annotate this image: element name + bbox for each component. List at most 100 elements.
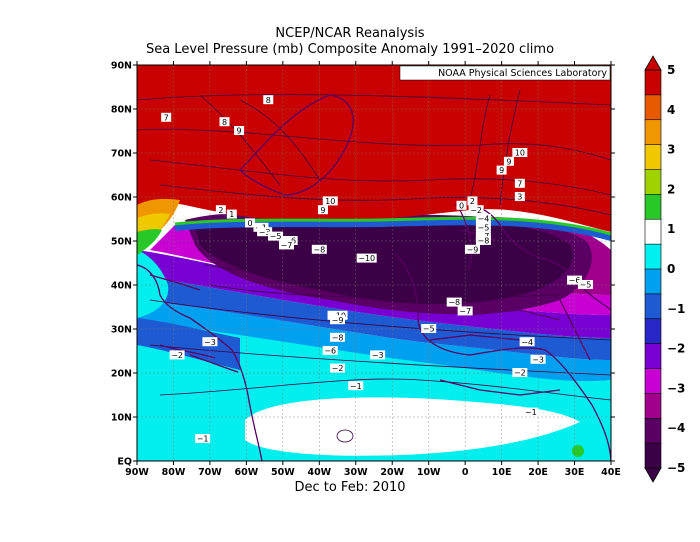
- lat-tick-label: 20N: [111, 369, 132, 380]
- colorbar-swatch: [644, 194, 662, 221]
- colorbar-swatch: [644, 218, 662, 245]
- contour-label-bg: [514, 192, 525, 201]
- contour-label: −6: [324, 347, 336, 356]
- contour-label: −8: [477, 237, 489, 246]
- green-spot: [572, 445, 584, 457]
- contour-label: −7: [281, 241, 293, 250]
- contour-label-bg: [496, 165, 507, 175]
- lon-tick-label: 10E: [492, 467, 512, 478]
- colorbar-label: 3: [667, 143, 675, 157]
- colorbar-arrow-top: [644, 55, 662, 71]
- contour-label-bg: [311, 244, 327, 254]
- lat-tick-label: 10N: [111, 413, 132, 424]
- colorbar-swatch: [644, 144, 662, 171]
- contour-label-bg: [475, 222, 491, 232]
- contour-labels: 878910109973210−1−3−5−6−7−8920−2−4−5−7−8…: [161, 95, 593, 444]
- contour-label: 10: [515, 149, 525, 158]
- colorbar-swatch: [644, 119, 662, 146]
- contour-label: −9: [467, 245, 479, 254]
- contour-label-bg: [202, 337, 218, 347]
- gradient-band-line: [174, 219, 611, 241]
- colorbar-label: 1: [667, 222, 675, 236]
- band-minus3: [137, 275, 611, 360]
- contour-label-bg: [245, 218, 256, 228]
- lon-tick-label: 30W: [344, 467, 368, 478]
- contour-label: −2: [171, 351, 183, 360]
- colorbar-label: −1: [667, 302, 685, 316]
- colorbar-swatch: [644, 268, 662, 295]
- contour-label-bg: [456, 200, 467, 210]
- contour-label-bg: [503, 156, 514, 166]
- lat-tick-label: 40N: [111, 281, 132, 292]
- lat-tick-label: 90N: [111, 61, 132, 72]
- colorbar-label: −5: [667, 461, 685, 475]
- contour-label-bg: [322, 346, 338, 355]
- contour-label-bg: [468, 205, 484, 215]
- colorbar-swatch: [644, 243, 662, 270]
- contour-label-bg: [219, 117, 230, 127]
- lat-tick-label: EQ: [117, 457, 132, 468]
- contour-label-bg: [330, 315, 346, 325]
- contour-label-bg: [446, 297, 462, 307]
- contour-label: −4: [521, 338, 533, 347]
- contour-label-bg: [512, 148, 528, 157]
- contour-label: −8: [313, 245, 325, 254]
- contour-label: 8: [222, 118, 227, 127]
- contour-label-bg: [475, 236, 491, 245]
- colorbar-label: −2: [667, 342, 685, 356]
- lon-tick-label: 0: [462, 467, 469, 478]
- colorbar-swatch: [644, 69, 662, 96]
- contour-label: −1: [197, 435, 209, 444]
- contour-label-bg: [577, 280, 593, 289]
- contour-label: −3: [204, 338, 216, 347]
- caribbean-blue: [137, 318, 240, 370]
- contour-label-bg: [530, 354, 546, 364]
- colorbar-swatch: [644, 442, 662, 469]
- contour-label: 2: [218, 206, 223, 215]
- contour-label-bg: [519, 337, 535, 347]
- contour-label-bg: [268, 231, 284, 241]
- grid: [137, 65, 611, 461]
- labrador-band-0: [137, 229, 162, 255]
- lat-tick-label: 80N: [111, 105, 132, 116]
- contour-label: −9: [332, 316, 344, 325]
- contour-label: −2: [332, 364, 344, 373]
- colorbar-swatch: [644, 393, 662, 420]
- lon-tick-label: 50W: [271, 467, 295, 478]
- lon-tick-label: 30E: [565, 467, 585, 478]
- lat-tick-label: 70N: [111, 149, 132, 160]
- contour-label: −3: [372, 351, 384, 360]
- contour-label: 1: [229, 210, 234, 219]
- lon-tick-label: 80W: [162, 467, 186, 478]
- colorbar-swatch: [644, 368, 662, 395]
- lon-tick-label: 20W: [380, 467, 404, 478]
- band-minus2: [137, 300, 611, 382]
- west-cyan-blob: [137, 250, 169, 318]
- credit-text: NOAA Physical Sciences Laboratory: [438, 68, 607, 79]
- colorbar-arrow-bottom: [644, 467, 662, 483]
- credit-box: [399, 65, 611, 81]
- contour-label: −2: [470, 206, 482, 215]
- contour-label: −3: [259, 228, 271, 237]
- contour-label-bg: [475, 214, 491, 223]
- near-zero-pocket: [245, 397, 580, 456]
- contour-label: −10: [358, 254, 375, 263]
- contour-label: −5: [580, 281, 592, 290]
- contour-label: 10: [325, 197, 335, 206]
- colorbar-label: −4: [667, 421, 685, 435]
- contour-lines: [137, 89, 611, 401]
- contour-label: 8: [266, 96, 271, 105]
- colorbar-label: −3: [667, 381, 685, 395]
- colorbar-label: 0: [667, 262, 675, 276]
- contour-label-bg: [317, 205, 328, 215]
- colorbar-label: 4: [667, 103, 675, 117]
- figure-subtitle: Sea Level Pressure (mb) Composite Anomal…: [145, 42, 555, 57]
- contour-label-bg: [348, 381, 364, 391]
- contour-label-bg: [512, 368, 528, 377]
- contour-label-bg: [330, 363, 346, 373]
- contour-label: −1: [350, 382, 362, 391]
- colorbar-swatch: [644, 343, 662, 370]
